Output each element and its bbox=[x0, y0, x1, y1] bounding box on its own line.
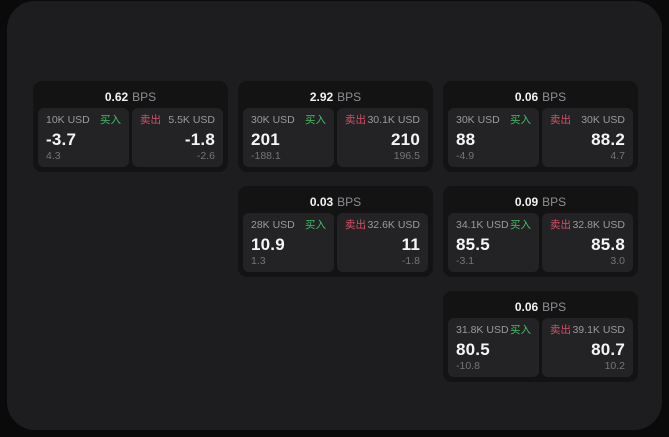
buy-price: 10.9 bbox=[251, 235, 285, 254]
quote-card-3: 0.06 BPS 30K USD 买入 88 -4.9 卖出 30K USD bbox=[443, 81, 638, 172]
bps-unit-label: BPS bbox=[542, 90, 567, 104]
main-panel: 0.62 BPS 10K USD 买入 -3.7 4.3 卖出 5.5K USD bbox=[7, 1, 662, 430]
buy-amount: 34.1K USD bbox=[456, 219, 509, 231]
card-body: 30K USD 买入 88 -4.9 卖出 30K USD 88.2 4.7 bbox=[448, 108, 633, 167]
card-header: 0.03 BPS bbox=[243, 191, 428, 213]
bps-value: 2.92 bbox=[309, 90, 334, 104]
card-body: 31.8K USD 买入 80.5 -10.8 卖出 39.1K USD 80.… bbox=[448, 318, 633, 377]
bps-unit-label: BPS bbox=[132, 90, 157, 104]
sell-price: 11 bbox=[401, 235, 420, 254]
sell-change: 3.0 bbox=[610, 255, 625, 267]
sell-label: 卖出 bbox=[550, 114, 571, 126]
bps-value: 0.09 bbox=[514, 195, 539, 209]
bps-value: 0.06 bbox=[514, 90, 539, 104]
buy-amount: 30K USD bbox=[251, 114, 295, 126]
buy-tile[interactable]: 28K USD 买入 10.9 1.3 bbox=[243, 213, 334, 272]
sell-amount: 30.1K USD bbox=[367, 114, 420, 126]
bps-unit-label: BPS bbox=[542, 195, 567, 209]
card-body: 30K USD 买入 201 -188.1 卖出 30.1K USD 210 1… bbox=[243, 108, 428, 167]
sell-amount: 32.8K USD bbox=[572, 219, 625, 231]
buy-tile[interactable]: 10K USD 买入 -3.7 4.3 bbox=[38, 108, 129, 167]
sell-tile[interactable]: 卖出 32.8K USD 85.8 3.0 bbox=[542, 213, 633, 272]
sell-price: 210 bbox=[391, 130, 420, 149]
sell-amount: 30K USD bbox=[581, 114, 625, 126]
sell-amount: 39.1K USD bbox=[572, 324, 625, 336]
buy-change: -4.9 bbox=[456, 150, 475, 162]
buy-amount: 30K USD bbox=[456, 114, 500, 126]
quote-card-2: 2.92 BPS 30K USD 买入 201 -188.1 卖出 30.1K … bbox=[238, 81, 433, 172]
buy-label: 买入 bbox=[510, 219, 531, 231]
card-body: 10K USD 买入 -3.7 4.3 卖出 5.5K USD -1.8 -2.… bbox=[38, 108, 223, 167]
sell-amount: 5.5K USD bbox=[168, 114, 215, 126]
buy-tile[interactable]: 31.8K USD 买入 80.5 -10.8 bbox=[448, 318, 539, 377]
sell-label: 卖出 bbox=[550, 324, 571, 336]
sell-label: 卖出 bbox=[345, 114, 366, 126]
card-header: 0.09 BPS bbox=[448, 191, 633, 213]
buy-change: -3.1 bbox=[456, 255, 475, 267]
bps-unit-label: BPS bbox=[337, 195, 362, 209]
sell-tile[interactable]: 卖出 30.1K USD 210 196.5 bbox=[337, 108, 428, 167]
sell-change: -2.6 bbox=[196, 150, 215, 162]
quote-card-1: 0.62 BPS 10K USD 买入 -3.7 4.3 卖出 5.5K USD bbox=[33, 81, 228, 172]
sell-label: 卖出 bbox=[140, 114, 161, 126]
buy-label: 买入 bbox=[510, 324, 531, 336]
bps-value: 0.06 bbox=[514, 300, 539, 314]
buy-label: 买入 bbox=[305, 114, 326, 126]
sell-price: 80.7 bbox=[591, 340, 625, 359]
buy-price: 80.5 bbox=[456, 340, 490, 359]
sell-tile[interactable]: 卖出 32.6K USD 11 -1.8 bbox=[337, 213, 428, 272]
sell-tile[interactable]: 卖出 5.5K USD -1.8 -2.6 bbox=[132, 108, 223, 167]
buy-label: 买入 bbox=[305, 219, 326, 231]
buy-label: 买入 bbox=[100, 114, 121, 126]
card-body: 34.1K USD 买入 85.5 -3.1 卖出 32.8K USD 85.8… bbox=[448, 213, 633, 272]
sell-change: -1.8 bbox=[401, 255, 420, 267]
sell-change: 196.5 bbox=[393, 150, 420, 162]
buy-label: 买入 bbox=[510, 114, 531, 126]
buy-price: -3.7 bbox=[46, 130, 77, 149]
card-header: 0.06 BPS bbox=[448, 86, 633, 108]
card-header: 0.62 BPS bbox=[38, 86, 223, 108]
quote-card-4: 0.03 BPS 28K USD 买入 10.9 1.3 卖出 32.6K US… bbox=[238, 186, 433, 277]
buy-price: 201 bbox=[251, 130, 280, 149]
buy-change: -188.1 bbox=[251, 150, 281, 162]
card-header: 0.06 BPS bbox=[448, 296, 633, 318]
buy-change: 1.3 bbox=[251, 255, 266, 267]
sell-price: 85.8 bbox=[591, 235, 625, 254]
buy-tile[interactable]: 30K USD 买入 201 -188.1 bbox=[243, 108, 334, 167]
sell-amount: 32.6K USD bbox=[367, 219, 420, 231]
buy-amount: 10K USD bbox=[46, 114, 90, 126]
sell-price: 88.2 bbox=[591, 130, 625, 149]
card-header: 2.92 BPS bbox=[243, 86, 428, 108]
buy-tile[interactable]: 34.1K USD 买入 85.5 -3.1 bbox=[448, 213, 539, 272]
sell-label: 卖出 bbox=[550, 219, 571, 231]
sell-price: -1.8 bbox=[184, 130, 215, 149]
bps-unit-label: BPS bbox=[337, 90, 362, 104]
sell-change: 4.7 bbox=[610, 150, 625, 162]
buy-change: 4.3 bbox=[46, 150, 61, 162]
bps-value: 0.03 bbox=[309, 195, 334, 209]
sell-tile[interactable]: 卖出 30K USD 88.2 4.7 bbox=[542, 108, 633, 167]
quote-card-5: 0.09 BPS 34.1K USD 买入 85.5 -3.1 卖出 32.8K… bbox=[443, 186, 638, 277]
buy-amount: 31.8K USD bbox=[456, 324, 509, 336]
quote-card-6: 0.06 BPS 31.8K USD 买入 80.5 -10.8 卖出 39.1… bbox=[443, 291, 638, 382]
bps-unit-label: BPS bbox=[542, 300, 567, 314]
buy-price: 88 bbox=[456, 130, 476, 149]
buy-tile[interactable]: 30K USD 买入 88 -4.9 bbox=[448, 108, 539, 167]
buy-change: -10.8 bbox=[456, 360, 480, 372]
sell-tile[interactable]: 卖出 39.1K USD 80.7 10.2 bbox=[542, 318, 633, 377]
card-body: 28K USD 买入 10.9 1.3 卖出 32.6K USD 11 -1.8 bbox=[243, 213, 428, 272]
buy-amount: 28K USD bbox=[251, 219, 295, 231]
buy-price: 85.5 bbox=[456, 235, 490, 254]
bps-value: 0.62 bbox=[104, 90, 129, 104]
sell-label: 卖出 bbox=[345, 219, 366, 231]
sell-change: 10.2 bbox=[604, 360, 625, 372]
